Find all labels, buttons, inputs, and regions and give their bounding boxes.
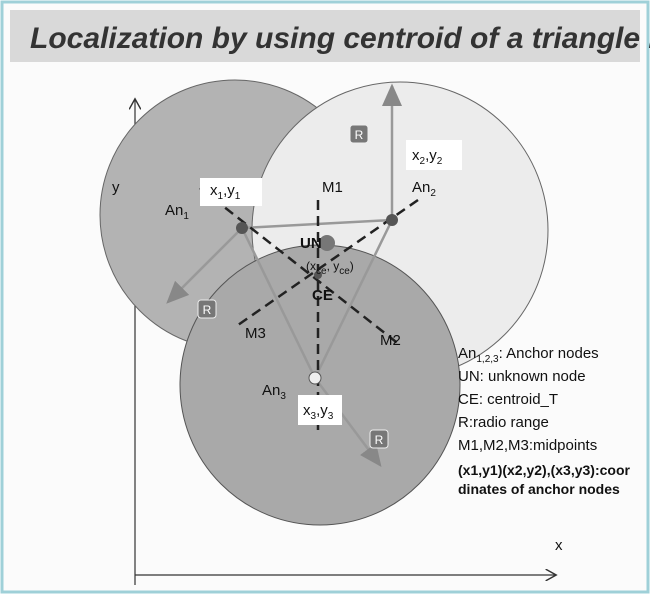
title-bar [10,10,640,62]
range-tag [349,124,369,144]
label: x1,y1 [210,182,241,202]
subscript: 1 [235,191,241,202]
subscript: ce [316,266,327,277]
subscript: 2 [437,156,443,167]
subscript: ce [339,266,350,277]
label-part: An [165,202,183,219]
label: An1,2,3: Anchor nodes [458,345,599,365]
label-part: ) [350,259,354,273]
label-part: CE: centroid_T [458,391,558,408]
subscript: 2 [420,156,426,167]
label-part: ,y [316,402,328,419]
label-box [298,395,342,425]
label: x3,y3 [303,402,334,422]
label: dinates of anchor nodes [458,481,620,497]
label: M1,M2,M3:midpoints [458,437,597,454]
label-part: ,y [223,182,235,199]
label: (x1,y1)(x2,y2),(x3,y3):coor [458,462,631,478]
label-box [406,140,462,170]
unknown-node [319,235,335,251]
label-part: ,y [425,147,437,164]
label-part: (x1,y1)(x2,y2),(x3,y3):coor [458,462,631,478]
label-part: dinates of anchor nodes [458,481,620,497]
label-part: UN [300,235,322,252]
label: CE [312,287,333,304]
label-part: An [412,179,430,196]
label: M2 [380,332,401,349]
label-part: An [262,382,280,399]
label-part: x [210,182,218,199]
subscript: 2 [430,188,436,199]
label: An1 [165,202,189,222]
label-part: UN: unknown node [458,368,586,385]
label-part: x [303,402,311,419]
axis-label: x [555,537,563,554]
range-tag [197,299,217,319]
label-part: R:radio range [458,414,549,431]
label: UN: unknown node [458,368,586,385]
label-part: An [458,345,476,362]
anchor-node [386,214,398,226]
subscript: 1 [183,211,189,222]
label-part: : Anchor nodes [499,345,599,362]
label-part: M1 [322,179,343,196]
anchor-node [236,222,248,234]
label-part: M1,M2,M3:midpoints [458,437,597,454]
label: R:radio range [458,414,549,431]
label-part: (x [306,259,316,273]
label: CE: centroid_T [458,391,558,408]
label: M1 [322,179,343,196]
centroid [314,271,322,279]
label: UN [300,235,322,252]
range-tag-label: R [203,303,212,317]
label-part: M3 [245,325,266,342]
label-part: x [412,147,420,164]
subscript: 3 [311,411,317,422]
subscript: 3 [280,391,286,402]
label: x2,y2 [412,147,443,167]
label-box [200,178,262,206]
label-part: M2 [380,332,401,349]
label: (xce, yce) [306,259,354,277]
anchor-node [308,371,322,385]
subscript: 1 [218,191,224,202]
range-tag-label: R [355,128,364,142]
label: An3 [262,382,286,402]
range-tag-label: R [375,433,384,447]
title: Localization by using centroid of a tria… [30,22,650,55]
label: An2 [412,179,436,199]
label: M3 [245,325,266,342]
label-part: CE [312,287,333,304]
subscript: 1,2,3 [476,354,499,365]
range-tag [369,429,389,449]
axis-label: y [112,179,120,196]
subscript: 3 [328,411,334,422]
label-part: , y [327,259,340,273]
